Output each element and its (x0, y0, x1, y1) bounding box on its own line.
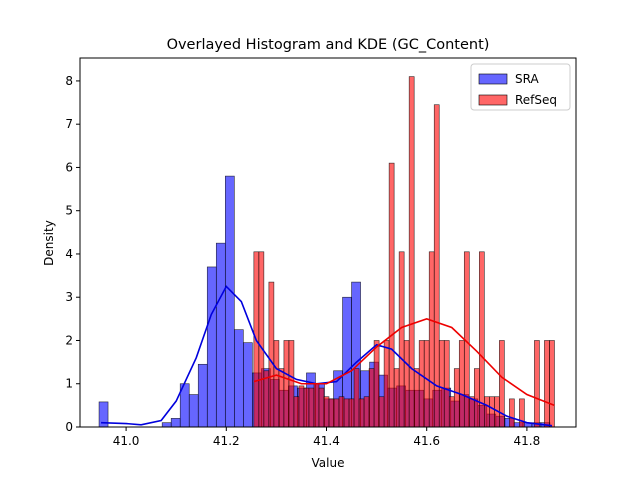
histogram-bar (549, 340, 555, 428)
y-axis-label: Density (42, 220, 56, 266)
histogram-bar (448, 396, 455, 428)
histogram-bar (544, 340, 550, 428)
y-tick-label: 5 (65, 204, 73, 218)
histogram-bar (358, 398, 365, 428)
histogram-bar (438, 340, 445, 428)
histogram-bar (234, 329, 244, 428)
histogram-bar (453, 368, 460, 428)
histogram-bar (423, 340, 430, 428)
histogram-bar (443, 340, 450, 428)
histogram-bar (398, 251, 405, 428)
histogram-bar (258, 251, 265, 428)
x-tick-label: 41.4 (313, 434, 340, 448)
x-tick-label: 41.2 (213, 434, 240, 448)
histogram-bar (383, 340, 390, 428)
histogram-bar (328, 398, 335, 428)
histogram-bar (393, 368, 400, 428)
histogram-bar (161, 422, 172, 428)
y-tick-label: 4 (65, 247, 73, 261)
histogram-bar (288, 340, 295, 428)
histogram-bar (509, 398, 515, 428)
histogram-bar (348, 398, 355, 428)
histogram-bar (323, 396, 330, 428)
x-tick-label: 41.8 (514, 434, 541, 448)
kde-line (101, 285, 553, 427)
histogram-bar (303, 387, 310, 428)
histogram-bar (418, 340, 425, 428)
histogram-bar (408, 76, 415, 428)
chart-title: Overlayed Histogram and KDE (GC_Content) (167, 37, 490, 53)
x-tick-label: 41.6 (413, 434, 440, 448)
histogram-bar (428, 251, 435, 428)
y-tick-label: 0 (65, 420, 73, 434)
x-tick-label: 41.0 (113, 434, 140, 448)
histogram-bar (170, 418, 181, 428)
histogram-bar (206, 266, 217, 428)
histogram-bar (283, 340, 290, 428)
y-tick-label: 1 (65, 377, 73, 391)
y-tick-label: 3 (65, 290, 73, 304)
histogram-bar (197, 363, 208, 428)
histogram-bar (313, 383, 320, 428)
histogram-bar (188, 394, 199, 428)
plot-frame (79, 57, 577, 428)
histogram-bar (333, 398, 340, 428)
histogram-bar (215, 242, 226, 428)
y-tick-label: 8 (65, 74, 73, 88)
histogram-bar (484, 396, 490, 428)
histogram-bar (343, 398, 350, 428)
histogram-bar (468, 396, 475, 428)
histogram-bar (473, 368, 480, 428)
x-axis-label: Value (312, 456, 345, 470)
histogram-bar (489, 396, 495, 428)
histogram-bar (519, 398, 525, 428)
y-tick-label: 7 (65, 117, 73, 131)
histogram-bar (378, 396, 385, 428)
histogram-bar (534, 340, 540, 428)
legend-swatch (478, 94, 508, 106)
histogram-bar (373, 340, 380, 428)
histogram-bar (243, 342, 253, 428)
legend-label: SRA (515, 72, 539, 86)
histogram-bar (318, 387, 325, 428)
histogram-bar (388, 162, 395, 428)
histogram-bar (479, 251, 485, 428)
histogram-bar (368, 368, 375, 428)
histogram-bar (363, 396, 370, 428)
histogram-bar (353, 368, 360, 428)
histogram-bar (298, 385, 305, 428)
y-tick-label: 2 (65, 333, 73, 347)
histogram-bar (273, 340, 280, 428)
histogram-bar (293, 396, 300, 428)
kde-line (253, 318, 555, 407)
histogram-bar (403, 340, 410, 428)
histogram-bar (458, 340, 465, 428)
histogram-bar (308, 387, 315, 428)
histogram-bar (224, 175, 235, 428)
histogram-bar (338, 396, 345, 428)
histogram-bar (268, 281, 275, 428)
y-tick-label: 6 (65, 160, 73, 174)
legend-label: RefSeq (515, 93, 557, 107)
histogram-bar (413, 368, 420, 428)
legend-swatch (478, 73, 508, 85)
histogram-bar (433, 104, 440, 428)
